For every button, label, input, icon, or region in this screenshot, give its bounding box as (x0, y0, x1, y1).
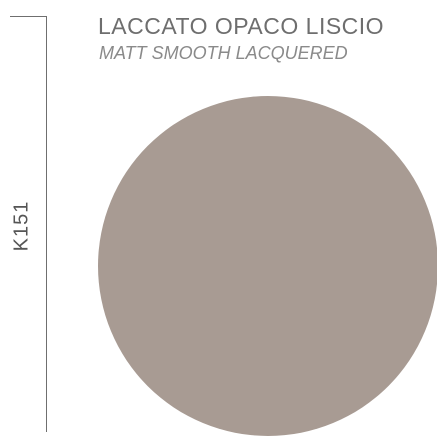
bracket-top-line (10, 16, 47, 17)
color-swatch (98, 96, 437, 436)
finish-title-italian: LACCATO OPACO LISCIO (98, 13, 385, 39)
bracket-vertical-line (46, 16, 47, 432)
product-code: K151 (10, 200, 33, 252)
finish-title-english: MATT SMOOTH LACQUERED (99, 43, 348, 63)
